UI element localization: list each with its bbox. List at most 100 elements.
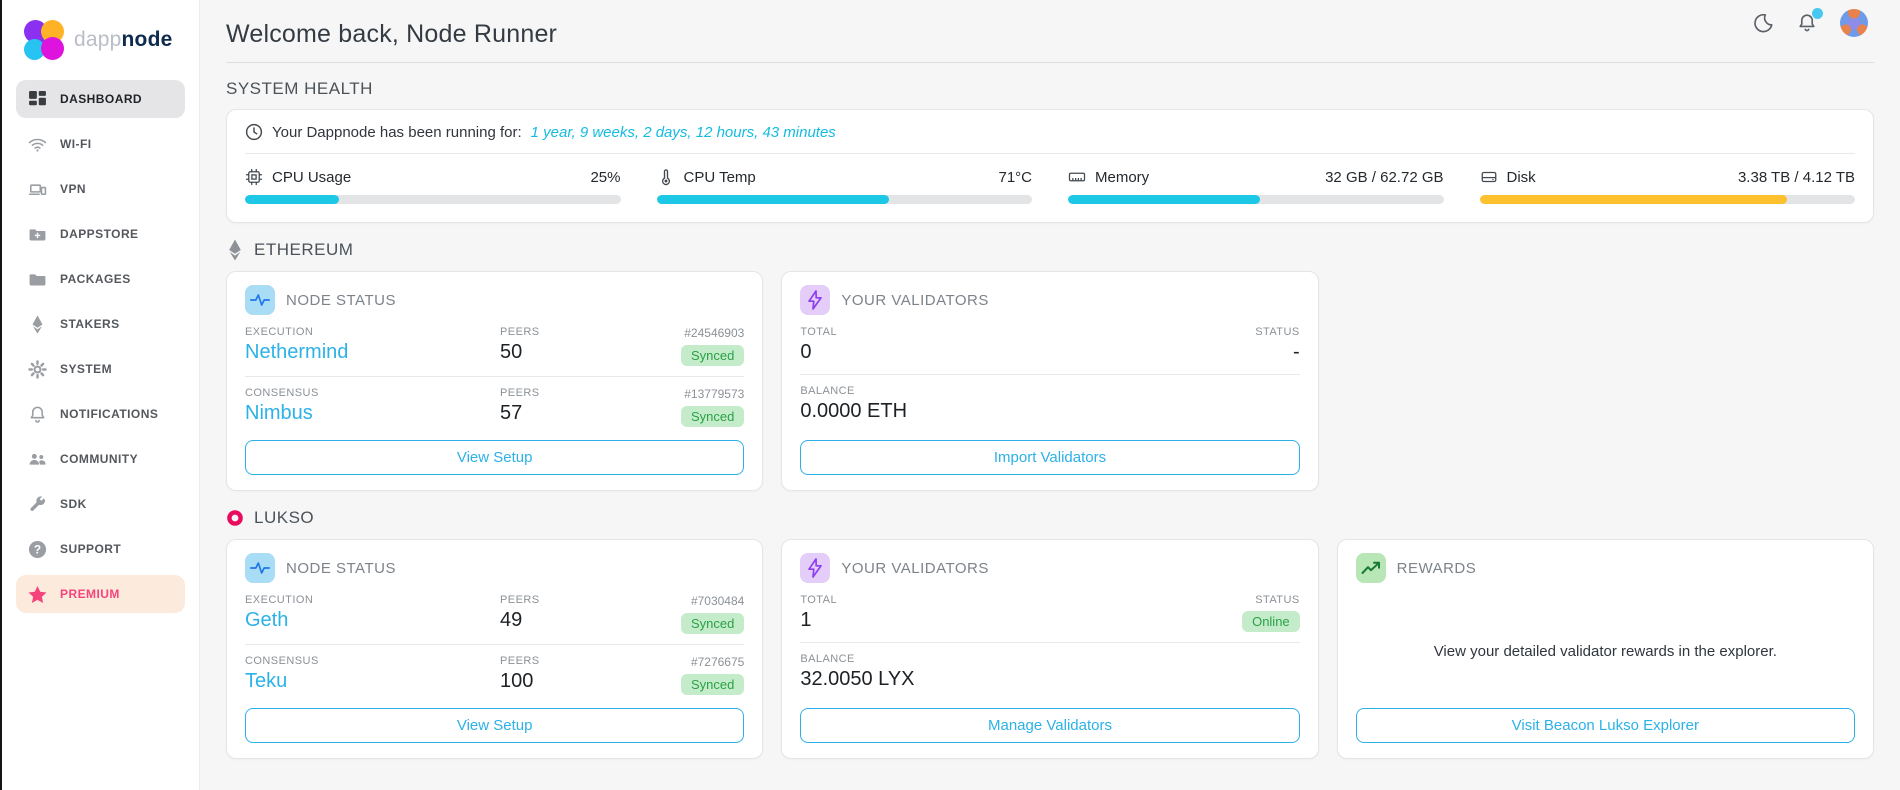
lukso-section-title: LUKSO — [226, 507, 1874, 529]
execution-row: EXECUTION Nethermind PEERS 50 #24546903 … — [245, 326, 745, 366]
total-label: TOTAL — [800, 326, 838, 338]
stat-value: 71°C — [998, 168, 1032, 186]
lukso-validators-card: YOUR VALIDATORS TOTAL 1 STATUS Online BA… — [781, 539, 1319, 759]
bell-icon — [28, 405, 47, 424]
validators-total-row: TOTAL 1 STATUS Online — [800, 594, 1300, 632]
view-setup-button[interactable]: View Setup — [245, 440, 745, 475]
avatar[interactable] — [1840, 9, 1868, 37]
sidebar: dappnode DASHBOARD WI-FI VPN DAPPSTORE — [0, 0, 200, 790]
peers-value: 49 — [500, 609, 523, 631]
main-content: Welcome back, Node Runner SYSTEM HEALTH … — [200, 0, 1900, 790]
stat-label: CPU Usage — [272, 168, 352, 186]
sidebar-item-notifications[interactable]: NOTIFICATIONS — [16, 395, 185, 433]
progress-track — [656, 195, 1032, 204]
balance-label: BALANCE — [800, 653, 855, 665]
eth-validators-card: YOUR VALIDATORS TOTAL 0 STATUS - BALANCE — [781, 271, 1319, 491]
sidebar-item-wifi[interactable]: WI-FI — [16, 125, 185, 163]
status-value: - — [1292, 341, 1300, 363]
moon-icon[interactable] — [1752, 12, 1774, 34]
validators-balance-row: BALANCE 0.0000 ETH — [800, 385, 1299, 423]
question-icon: ? — [28, 540, 47, 559]
import-validators-button[interactable]: Import Validators — [800, 440, 1300, 475]
svg-text:?: ? — [34, 542, 41, 556]
progress-track — [245, 195, 621, 204]
sidebar-item-label: SUPPORT — [60, 542, 122, 556]
card-title: YOUR VALIDATORS — [841, 291, 989, 309]
card-title: NODE STATUS — [286, 291, 396, 309]
sidebar-item-label: PACKAGES — [60, 272, 131, 286]
row-kind-label: CONSENSUS — [245, 655, 319, 667]
sidebar-item-label: DASHBOARD — [60, 92, 143, 106]
client-link[interactable]: Geth — [245, 609, 289, 631]
visit-explorer-button[interactable]: Visit Beacon Lukso Explorer — [1355, 708, 1855, 743]
topbar — [1752, 8, 1868, 37]
sidebar-item-system[interactable]: SYSTEM — [16, 350, 185, 388]
folder-plus-icon — [28, 225, 47, 244]
sidebar-item-premium[interactable]: PREMIUM — [16, 575, 185, 613]
sidebar-item-label: COMMUNITY — [60, 452, 139, 466]
memory-icon — [1068, 168, 1086, 186]
rewards-body: View your detailed validator rewards in … — [1356, 594, 1855, 708]
row-kind-label: EXECUTION — [245, 326, 314, 338]
stat-label: CPU Temp — [683, 168, 756, 186]
pulse-icon — [245, 553, 275, 583]
block-number: #13779573 — [684, 387, 745, 401]
sidebar-item-community[interactable]: COMMUNITY — [16, 440, 185, 478]
gear-icon — [28, 359, 47, 379]
peers-label: PEERS — [500, 594, 540, 606]
sidebar-item-label: NOTIFICATIONS — [60, 407, 159, 421]
thermometer-icon — [657, 168, 675, 186]
sidebar-item-vpn[interactable]: VPN — [16, 170, 185, 208]
sidebar-item-stakers[interactable]: STAKERS — [16, 305, 185, 343]
bell-icon[interactable] — [1796, 8, 1823, 34]
manage-validators-button[interactable]: Manage Validators — [800, 708, 1300, 743]
pulse-icon — [245, 285, 275, 315]
sidebar-item-label: DAPPSTORE — [60, 227, 139, 241]
stat-cpu-usage: CPU Usage 25% — [245, 168, 621, 204]
dappnode-logo-text: dappnode — [74, 28, 173, 51]
block-number: #7276675 — [690, 655, 745, 669]
view-setup-button[interactable]: View Setup — [245, 708, 745, 743]
sidebar-item-dashboard[interactable]: DASHBOARD — [16, 80, 185, 118]
block-number: #24546903 — [684, 326, 745, 340]
stat-value: 32 GB / 62.72 GB — [1325, 168, 1444, 186]
row-kind-label: EXECUTION — [245, 594, 314, 606]
peers-value: 100 — [500, 670, 534, 692]
peers-value: 57 — [500, 402, 523, 424]
validators-balance-row: BALANCE 32.0050 LYX — [800, 653, 1299, 691]
progress-fill — [1068, 195, 1260, 204]
status-label: STATUS — [1255, 326, 1300, 338]
page-title: Welcome back, Node Runner — [226, 20, 1874, 63]
sidebar-item-label: PREMIUM — [60, 587, 120, 601]
uptime-prefix: Your Dappnode has been running for: — [272, 123, 522, 141]
status-badge: Synced — [680, 674, 745, 695]
stat-label: Disk — [1506, 168, 1536, 186]
dappnode-logo[interactable]: dappnode — [16, 14, 185, 80]
system-health-card: Your Dappnode has been running for: 1 ye… — [226, 109, 1874, 223]
client-link[interactable]: Nimbus — [245, 402, 313, 424]
progress-track — [1068, 195, 1444, 204]
stat-disk: Disk 3.38 TB / 4.12 TB — [1479, 168, 1855, 204]
sidebar-item-packages[interactable]: PACKAGES — [16, 260, 185, 298]
sidebar-nav: DASHBOARD WI-FI VPN DAPPSTORE PACKAGES — [16, 80, 185, 613]
sidebar-item-support[interactable]: ? SUPPORT — [16, 530, 185, 568]
total-value: 0 — [800, 341, 812, 363]
progress-fill — [656, 195, 890, 204]
status-badge: Synced — [680, 406, 745, 427]
system-health-title: SYSTEM HEALTH — [226, 79, 373, 98]
peers-label: PEERS — [500, 655, 540, 667]
client-link[interactable]: Nethermind — [245, 341, 349, 363]
stat-value: 25% — [590, 168, 621, 186]
balance-label: BALANCE — [800, 385, 855, 397]
card-title: YOUR VALIDATORS — [841, 559, 989, 577]
sidebar-item-dappstore[interactable]: DAPPSTORE — [16, 215, 185, 253]
total-value: 1 — [800, 609, 812, 631]
status-badge: Synced — [680, 345, 745, 366]
client-link[interactable]: Teku — [245, 670, 288, 692]
progress-track — [1479, 195, 1855, 204]
validators-total-row: TOTAL 0 STATUS - — [800, 326, 1299, 364]
eth-node-status-card: NODE STATUS EXECUTION Nethermind PEERS 5… — [226, 271, 764, 491]
sidebar-item-sdk[interactable]: SDK — [16, 485, 185, 523]
wrench-icon — [28, 495, 47, 514]
bolt-icon — [800, 553, 831, 583]
